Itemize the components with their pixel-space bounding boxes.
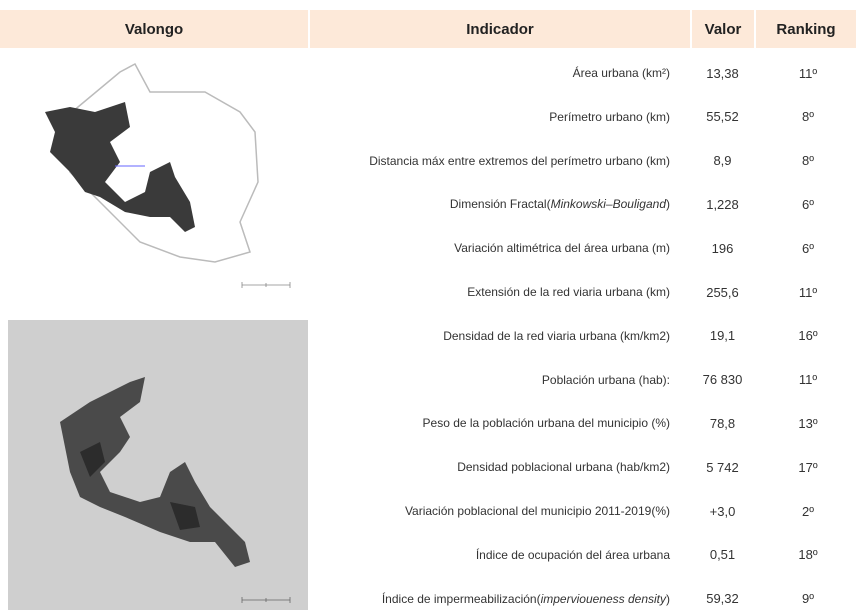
ranking-cell: 11º xyxy=(798,284,818,300)
indicator-text: Extensión de la red viaria urbana (km) xyxy=(467,285,670,299)
indicator-cell: Peso de la población urbana del municipi… xyxy=(320,403,670,443)
ranking-cell: 9º xyxy=(802,591,814,607)
indicator-text: Peso de la población urbana del municipi… xyxy=(423,416,670,430)
indicator-cell: Densidad poblacional urbana (hab/km2) xyxy=(320,447,670,487)
ranking-cell: 6º xyxy=(802,196,814,212)
indicator-text: Índice de impermeabilización(imperviouen… xyxy=(382,592,670,606)
indicator-cell: Variación poblacional del municipio 2011… xyxy=(320,491,670,531)
indicator-part: ) xyxy=(666,197,670,212)
value-cell: 55,52 xyxy=(706,109,739,125)
indicator-text: Índice de ocupación del área urbana xyxy=(476,548,670,562)
indicator-cell: Área urbana (km²) xyxy=(320,53,670,93)
indicator-part: Área urbana (km²) xyxy=(572,66,670,80)
ranking-cell: 13º xyxy=(798,415,818,431)
indicator-part: Distancia máx entre extremos del perímet… xyxy=(369,153,670,168)
value-cell: 255,6 xyxy=(706,284,739,300)
indicator-text: Área urbana (km²) xyxy=(573,66,670,80)
indicator-part: Índice de ocupación del área urbana xyxy=(475,547,670,562)
indicator-part: Densidad poblacional urbana (hab/km2) xyxy=(457,460,670,475)
value-cell: 8,9 xyxy=(713,153,732,169)
indicator-part: Índice de impermeabilización( xyxy=(381,591,541,606)
value-cell: 76 830 xyxy=(702,372,743,388)
indicator-part: Densidad de la red viaria urbana (km/km2… xyxy=(443,328,670,343)
maps xyxy=(8,62,308,610)
ranking-cell: 6º xyxy=(802,240,814,256)
value-cell: +3,0 xyxy=(709,503,736,519)
indicator-cell: Variación altimétrica del área urbana (m… xyxy=(320,228,670,268)
indicator-text: Población urbana (hab): xyxy=(542,373,670,387)
indicator-italic: impervioueness density xyxy=(540,591,666,606)
ranking-cell: 8º xyxy=(802,109,814,125)
value-cell: 1,228 xyxy=(706,196,739,212)
ranking-cell: 18º xyxy=(798,547,818,563)
outline-map xyxy=(45,62,291,288)
indicator-cell: Perímetro urbano (km) xyxy=(320,97,670,137)
ranking-cell: 16º xyxy=(798,328,818,344)
indicator-part: Peso de la población urbana del municipi… xyxy=(422,416,670,431)
satellite-map xyxy=(8,320,308,610)
indicator-part: Dimensión Fractal( xyxy=(449,197,551,212)
indicator-text: Variación altimétrica del área urbana (m… xyxy=(454,241,670,255)
indicator-italic: Minkowski–Bouligand xyxy=(550,197,666,212)
header-place: Valongo xyxy=(0,10,308,48)
value-cell: 19,1 xyxy=(709,328,736,344)
indicator-text: Distancia máx entre extremos del perímet… xyxy=(369,154,670,168)
indicator-cell: Densidad de la red viaria urbana (km/km2… xyxy=(320,316,670,356)
indicator-text: Perímetro urbano (km) xyxy=(549,110,670,124)
indicator-cell: Población urbana (hab): xyxy=(320,360,670,400)
value-cell: 59,32 xyxy=(706,591,739,607)
indicator-part: Población urbana (hab): xyxy=(541,372,670,387)
indicator-cell: Dimensión Fractal(Minkowski–Bouligand) xyxy=(320,184,670,224)
indicator-part: ) xyxy=(666,591,670,606)
indicator-part: Extensión de la red viaria urbana (km) xyxy=(467,285,670,299)
indicator-text: Variación poblacional del municipio 2011… xyxy=(405,504,670,518)
header-value: Valor xyxy=(692,10,754,48)
indicator-part: Variación altimétrica del área urbana (m… xyxy=(454,241,670,256)
header-indicator: Indicador xyxy=(310,10,690,48)
indicator-cell: Distancia máx entre extremos del perímet… xyxy=(320,141,670,181)
value-cell: 5 742 xyxy=(706,459,739,475)
indicator-cell: Extensión de la red viaria urbana (km) xyxy=(320,272,670,312)
indicator-text: Densidad poblacional urbana (hab/km2) xyxy=(457,460,670,474)
value-cell: 13,38 xyxy=(706,65,739,81)
ranking-cell: 17º xyxy=(798,459,818,475)
value-cell: 196 xyxy=(711,240,734,256)
header-ranking: Ranking xyxy=(756,10,856,48)
indicator-cell: Índice de ocupación del área urbana xyxy=(320,535,670,575)
indicator-text: Densidad de la red viaria urbana (km/km2… xyxy=(443,329,670,343)
value-cell: 0,51 xyxy=(709,547,736,563)
indicator-part: Perímetro urbano (km) xyxy=(549,109,670,124)
indicator-cell: Índice de impermeabilización(imperviouen… xyxy=(320,579,670,610)
ranking-cell: 11º xyxy=(798,65,818,81)
ranking-cell: 8º xyxy=(802,153,814,169)
indicator-text: Dimensión Fractal(Minkowski–Bouligand) xyxy=(450,197,670,211)
value-cell: 78,8 xyxy=(709,415,736,431)
ranking-cell: 11º xyxy=(798,372,818,388)
ranking-cell: 2º xyxy=(802,503,814,519)
indicator-part: Variación poblacional del municipio 2011… xyxy=(404,504,670,518)
